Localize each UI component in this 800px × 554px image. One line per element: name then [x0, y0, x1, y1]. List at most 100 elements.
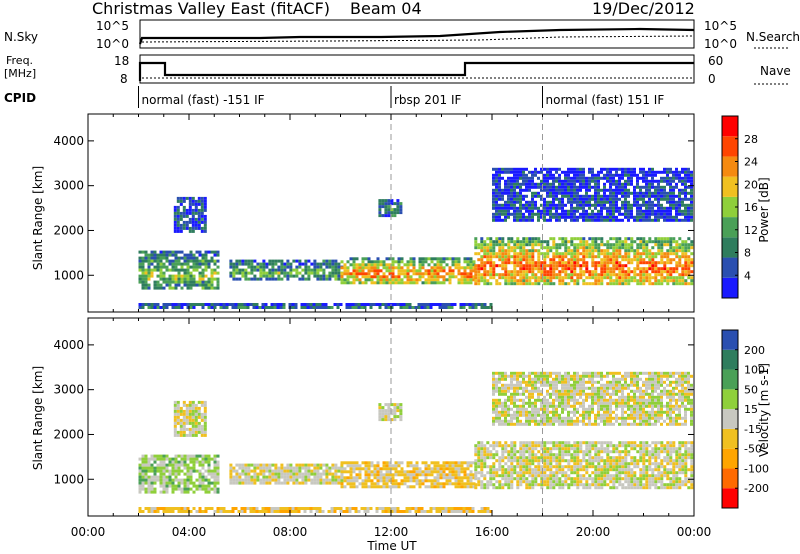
- power-cell: [336, 303, 340, 306]
- power-cell: [203, 217, 207, 221]
- velocity-cell: [618, 441, 622, 445]
- velocity-cell: [474, 486, 478, 490]
- velocity-cell: [660, 447, 664, 451]
- power-cell: [576, 282, 580, 286]
- power-cell: [564, 203, 567, 207]
- power-cell: [262, 274, 266, 278]
- power-cell: [588, 270, 592, 274]
- power-cell: [489, 246, 493, 250]
- power-cell: [201, 283, 205, 287]
- velocity-cell: [528, 462, 532, 466]
- power-cell: [540, 212, 543, 216]
- velocity-cell: [244, 472, 248, 476]
- power-cell: [492, 194, 495, 198]
- power-cell: [180, 277, 184, 281]
- power-cell: [280, 262, 284, 266]
- power-cell: [618, 197, 621, 201]
- power-cell: [528, 258, 532, 262]
- velocity-cell: [201, 457, 205, 461]
- power-cell: [555, 255, 559, 259]
- velocity-cell: [280, 481, 284, 485]
- velocity-cell: [400, 473, 404, 477]
- power-cell: [516, 258, 520, 262]
- velocity-cell: [472, 461, 476, 465]
- power-cell: [534, 206, 537, 210]
- velocity-cell: [469, 485, 473, 489]
- power-cell: [603, 273, 607, 277]
- power-cell: [162, 277, 166, 281]
- power-cell: [582, 243, 586, 247]
- power-cell: [498, 197, 501, 201]
- velocity-cell: [147, 457, 151, 461]
- power-cell: [675, 167, 678, 171]
- velocity-cell: [609, 468, 613, 472]
- power-cell: [531, 212, 534, 216]
- power-cell: [510, 167, 513, 171]
- power-cell: [406, 269, 410, 273]
- power-cell: [531, 261, 535, 265]
- velocity-cell: [492, 453, 496, 457]
- power-cell: [424, 257, 428, 261]
- velocity-cell: [382, 464, 386, 468]
- power-cell: [168, 303, 172, 306]
- power-cell: [639, 261, 643, 265]
- velocity-cell: [141, 472, 145, 476]
- power-cell: [277, 274, 281, 278]
- velocity-cell: [495, 486, 499, 490]
- power-cell: [615, 197, 618, 201]
- velocity-cell: [188, 421, 192, 425]
- power-cell: [489, 243, 493, 247]
- power-cell: [150, 262, 154, 266]
- velocity-cell: [250, 481, 254, 485]
- velocity-cell: [213, 472, 217, 476]
- power-cell: [657, 191, 660, 195]
- velocity-cell: [477, 444, 481, 448]
- power-cell: [549, 203, 552, 207]
- velocity-cell: [325, 469, 329, 473]
- power-cell: [388, 266, 392, 270]
- velocity-cell: [388, 476, 392, 480]
- power-cell: [546, 218, 549, 222]
- velocity-cell: [379, 479, 383, 483]
- power-cell: [546, 188, 549, 192]
- power-cell: [612, 264, 616, 268]
- velocity-cell: [561, 456, 565, 460]
- power-cell: [660, 215, 663, 219]
- velocity-cell: [483, 444, 487, 448]
- power-cell: [406, 272, 410, 276]
- velocity-cell: [651, 462, 655, 466]
- power-cell: [648, 258, 652, 262]
- power-cell: [255, 306, 259, 309]
- velocity-cell: [292, 466, 296, 470]
- power-cell: [654, 273, 658, 277]
- power-cell: [642, 267, 646, 271]
- power-cell: [642, 252, 646, 256]
- velocity-cell: [657, 486, 661, 490]
- power-cell: [636, 264, 640, 268]
- velocity-cell: [474, 447, 478, 451]
- power-cell: [361, 275, 365, 279]
- velocity-cell: [576, 465, 580, 469]
- power-cell: [576, 249, 580, 253]
- velocity-cell: [615, 450, 619, 454]
- power-cell: [546, 276, 550, 280]
- power-cell: [570, 182, 573, 186]
- velocity-cell: [457, 467, 461, 471]
- power-cell: [591, 270, 595, 274]
- velocity-cell: [150, 484, 154, 488]
- velocity-cell: [552, 459, 556, 463]
- power-cell: [451, 269, 455, 273]
- power-cell: [373, 263, 377, 267]
- velocity-cell: [403, 482, 407, 486]
- power-cell: [684, 261, 688, 265]
- power-cell: [213, 253, 217, 257]
- power-cell: [315, 306, 319, 309]
- power-cell: [180, 268, 184, 272]
- power-cell: [430, 269, 434, 273]
- power-cell: [645, 240, 649, 244]
- power-cell: [579, 243, 583, 247]
- velocity-cell: [549, 474, 553, 478]
- power-cell: [177, 256, 181, 260]
- velocity-cell: [376, 473, 380, 477]
- power-cell: [597, 197, 600, 201]
